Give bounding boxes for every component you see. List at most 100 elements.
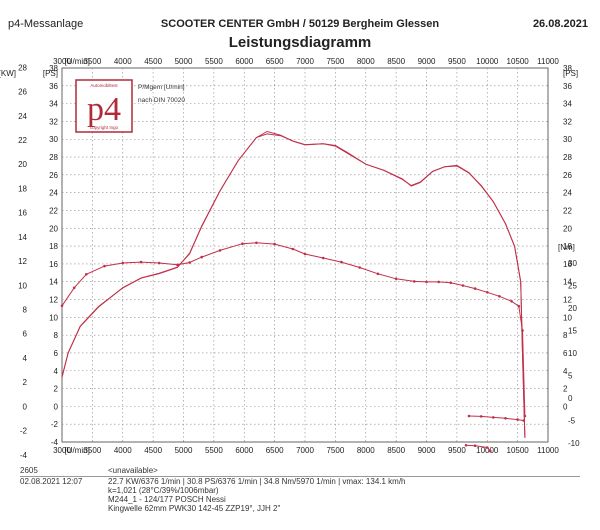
nm-tick-label: 5: [568, 372, 573, 381]
ps-tick-label-left: 0: [54, 402, 59, 411]
x-tick-label-top: 8500: [387, 57, 405, 66]
x-tick-label-bottom: 8500: [387, 446, 405, 455]
x-tick-label-bottom: 10500: [507, 446, 530, 455]
footer-date: 02.08.2021 12:07: [20, 477, 83, 486]
ps-tick-label-right: 34: [563, 100, 572, 109]
x-tick-label-top: 7000: [296, 57, 314, 66]
ps-tick-label-left: 6: [54, 349, 59, 358]
series-2-point: [176, 263, 179, 267]
series-2-point: [60, 304, 64, 308]
series-3-point: [467, 414, 471, 418]
x-tick-label-bottom: 8000: [357, 446, 375, 455]
x-tick-label-top: 3500: [83, 57, 101, 66]
footer-line-4: Kingwelle 62mm PWK30 142-45 ZZP19°, JJH …: [108, 504, 281, 513]
series-2-point: [255, 241, 258, 245]
series-2-point: [273, 242, 276, 246]
series-2-point: [498, 295, 501, 298]
x-unit-bottom: [U/min]: [65, 446, 90, 455]
kw-tick-label: 18: [18, 184, 27, 193]
series-2-point: [85, 273, 88, 276]
series-2-point: [72, 286, 76, 290]
x-tick-label-top: 7500: [326, 57, 344, 66]
annotation-din: nach DIN 70020: [138, 97, 185, 104]
series-2-point: [437, 280, 441, 284]
x-tick-label-bottom: 6000: [235, 446, 253, 455]
series-line-1: [61, 130, 526, 438]
series-2-point: [200, 255, 203, 259]
nm-tick-label: 0: [568, 394, 573, 403]
kw-tick-label: 12: [18, 257, 27, 266]
series-2-point: [473, 287, 477, 290]
annotation-pmgem: P/Mgem [U/min]: [138, 84, 185, 91]
series-2-point: [486, 291, 489, 294]
series-2-point: [241, 242, 244, 245]
nm-tick-label: 10: [568, 349, 577, 358]
ps-tick-label-right: 32: [563, 117, 572, 126]
series-4-point: [464, 444, 468, 447]
logo-bottom-text: copyright Ingo: [90, 125, 119, 130]
x-tick-label-bottom: 10000: [476, 446, 499, 455]
x-tick-label-top: 9000: [418, 57, 436, 66]
series-2-point: [413, 280, 416, 283]
ps-tick-label-right: 38: [563, 64, 572, 73]
kw-tick-label: 10: [18, 281, 27, 290]
series-3-point: [516, 418, 519, 421]
ps-tick-label-left: 8: [54, 331, 59, 340]
x-tick-label-top: 4500: [144, 57, 162, 66]
ps-tick-label-right: 14: [563, 278, 572, 287]
kw-tick-label: 14: [18, 233, 27, 242]
ps-tick-label-right: 18: [563, 242, 572, 251]
kw-unit-label: [KW]: [0, 69, 16, 78]
series-2-point: [449, 281, 453, 285]
logo-text: p4: [87, 91, 121, 128]
ps-tick-label-left: 10: [49, 313, 58, 322]
x-tick-label-bottom: 5000: [175, 446, 193, 455]
ps-tick-label-left: 26: [49, 171, 58, 180]
ps-tick-label-left: 4: [54, 367, 59, 376]
ps-tick-label-right: 30: [563, 135, 572, 144]
nm-tick-label: 30: [568, 259, 577, 268]
x-tick-label-bottom: 6500: [266, 446, 284, 455]
ps-tick-label-left: 34: [49, 100, 58, 109]
chart-title: Leistungsdiagramm: [228, 34, 372, 51]
x-tick-label-top: 5500: [205, 57, 223, 66]
ps-tick-label-right: 26: [563, 171, 572, 180]
series-3-point: [504, 417, 507, 420]
series-2-point: [218, 249, 222, 252]
ps-tick-label-left: 14: [49, 278, 58, 287]
series-2-point: [188, 261, 191, 264]
ps-unit-label-left: [PS]: [43, 69, 58, 78]
x-tick-label-top: 8000: [357, 57, 375, 66]
header-left: p4-Messanlage: [8, 18, 84, 30]
ps-tick-label-right: 22: [563, 206, 572, 215]
ps-tick-label-right: 12: [563, 296, 572, 305]
ps-tick-label-right: 8: [563, 331, 568, 340]
x-tick-label-top: 10000: [476, 57, 499, 66]
kw-tick-label: 16: [18, 209, 27, 218]
ps-tick-label-left: -4: [51, 438, 59, 447]
series-3-point: [522, 419, 525, 422]
ps-unit-label-right: [PS]: [563, 69, 578, 78]
ps-tick-label-right: 16: [563, 260, 572, 269]
kw-tick-label: 2: [23, 378, 28, 387]
ps-tick-label-left: 20: [49, 224, 58, 233]
x-tick-label-bottom: 5500: [205, 446, 223, 455]
series-2-point: [523, 414, 527, 418]
ps-tick-label-right: 0: [563, 402, 568, 411]
series-2-point: [291, 247, 295, 251]
x-tick-label-top: 9500: [448, 57, 466, 66]
series-3-point: [479, 415, 483, 418]
x-tick-label-bottom: 11000: [537, 446, 559, 455]
x-tick-label-top: 5000: [175, 57, 193, 66]
ps-tick-label-left: 16: [49, 260, 58, 269]
series-2-point: [376, 272, 380, 276]
ps-tick-label-left: 36: [49, 82, 58, 91]
footer-line-2: k=1,021 (28°C/39%/1006mbar): [108, 486, 219, 495]
logo-top-text: Automobiltest: [90, 83, 118, 88]
footer-line-1: 22.7 KW/6376 1/min | 30.8 PS/6376 1/min …: [108, 477, 406, 486]
series-4-point: [473, 444, 477, 448]
series-3-point: [492, 416, 495, 419]
nm-tick-label: -10: [568, 439, 580, 448]
kw-tick-label: -4: [20, 451, 28, 460]
ps-tick-label-left: -2: [51, 420, 59, 429]
